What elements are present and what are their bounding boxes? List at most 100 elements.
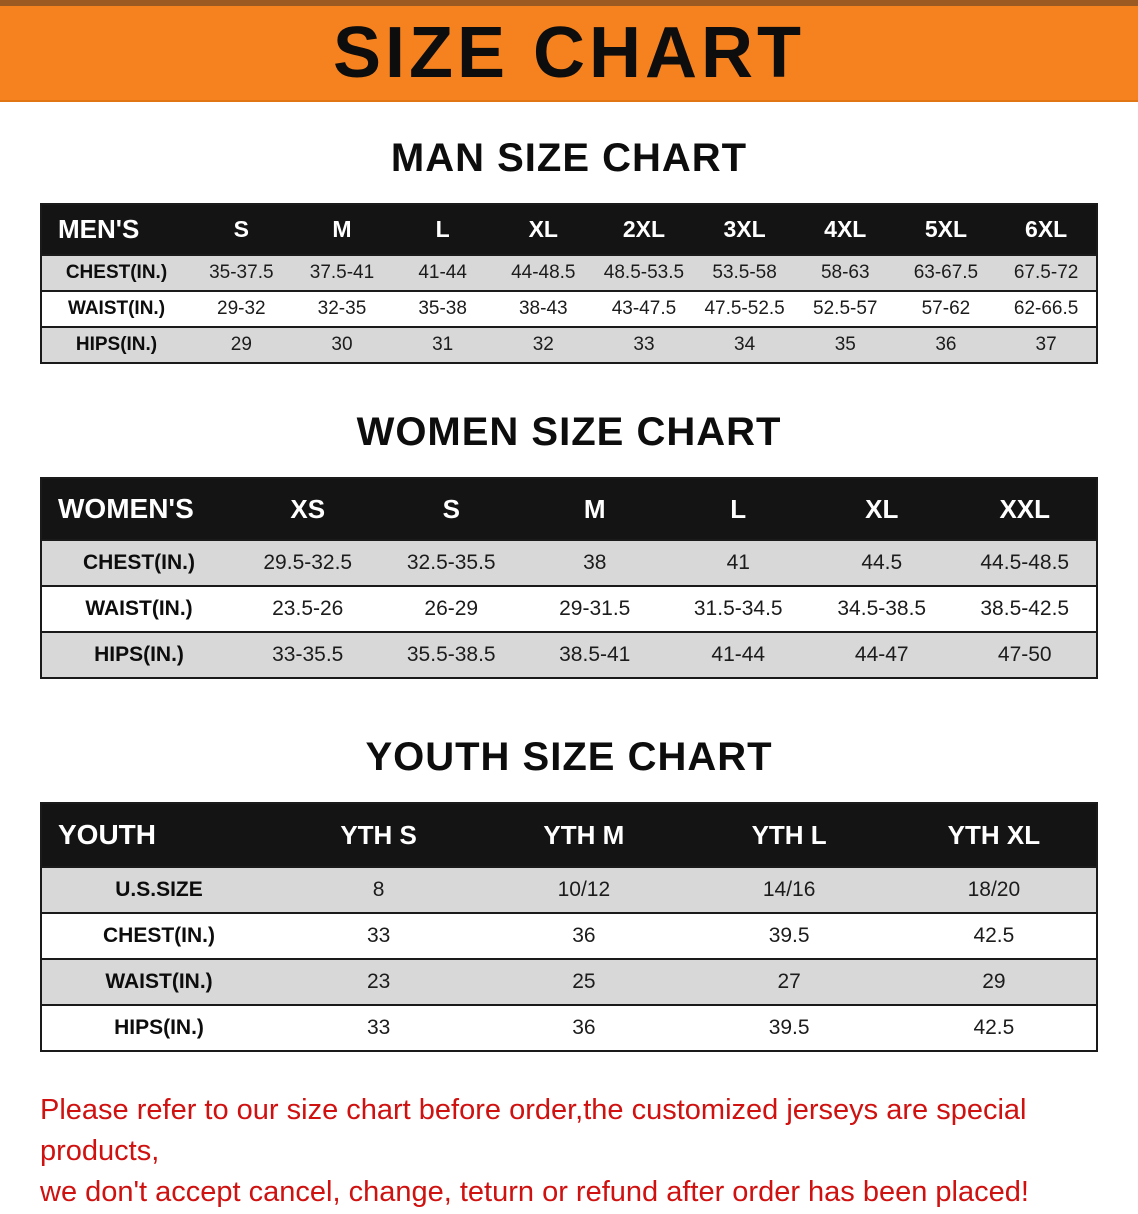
size-header-cell: XL: [810, 478, 954, 540]
value-cell: 10/12: [557, 878, 611, 901]
size-header-cell: YTH XL: [891, 803, 1097, 867]
size-header-cell: 2XL: [593, 204, 695, 255]
section-men: MAN SIZE CHART MEN'S S M L XL 2XL 3XL 4XL 5XL 6XL…: [0, 136, 1138, 364]
table-row: U.S.SIZE 8 10/12 14/16 18/20: [41, 867, 1097, 913]
value-cell: 53.5-58: [712, 262, 777, 283]
value-cell: 62-66.5: [1013, 298, 1079, 319]
value-cell: 41-44: [711, 643, 766, 666]
table-title-cell: YOUTH: [41, 803, 276, 867]
value-cell: 63-67.5: [913, 262, 979, 283]
table-row: CHEST(IN.) 29.5-32.5 32.5-35.5 38 41 44.5 44.5…: [41, 540, 1097, 586]
table-row: CHEST(IN.) 35-37.5 37.5-41 41-44 44-48.5 48.5…: [41, 255, 1097, 291]
row-label-cell: WAIST(IN.): [85, 597, 193, 620]
value-cell: 38.5-41: [559, 643, 631, 666]
size-header-cell: XXL: [953, 478, 1097, 540]
value-cell: 35-37.5: [209, 262, 274, 283]
value-cell: 44-48.5: [511, 262, 576, 283]
value-cell: 35: [834, 334, 856, 355]
value-cell: 43-47.5: [611, 298, 677, 319]
value-cell: 29-31.5: [559, 597, 631, 620]
table-header-row: WOMEN'S XS S M L XL XXL: [41, 478, 1097, 540]
value-cell: 34.5-38.5: [837, 597, 927, 620]
size-header-cell: XS: [236, 478, 380, 540]
value-cell: 33: [366, 1016, 391, 1039]
row-label-cell: WAIST(IN.): [67, 298, 166, 319]
page-title: SIZE CHART: [333, 13, 805, 93]
row-label-cell: U.S.SIZE: [115, 878, 203, 901]
row-label-cell: CHEST(IN.): [83, 551, 195, 574]
value-cell: 67.5-72: [1013, 262, 1079, 283]
value-cell: 29-32: [217, 298, 266, 319]
disclaimer-note: Please refer to our size chart before or…: [40, 1090, 1108, 1214]
size-header-cell: M: [291, 204, 393, 255]
value-cell: 36: [935, 334, 957, 355]
value-cell: 58-63: [820, 262, 870, 283]
disclaimer-line-1: Please refer to our size chart before or…: [40, 1094, 1027, 1168]
value-cell: 39.5: [768, 1016, 810, 1039]
size-header-cell: 3XL: [694, 204, 795, 255]
table-row: HIPS(IN.) 33-35.5 35.5-38.5 38.5-41 41-44 44-…: [41, 632, 1097, 678]
table-title-cell: WOMEN'S: [41, 478, 236, 540]
size-header-cell: S: [191, 204, 292, 255]
table-row: WAIST(IN.) 29-32 32-35 35-38 38-43 43-47.5 47.…: [41, 291, 1097, 327]
value-cell: 33: [366, 924, 391, 947]
row-label-cell: HIPS(IN.): [94, 643, 184, 666]
value-cell: 33: [633, 334, 655, 355]
size-header-cell: YTH M: [481, 803, 687, 867]
value-cell: 8: [372, 878, 385, 901]
table-row: CHEST(IN.) 33 36 39.5 42.5: [41, 913, 1097, 959]
value-cell: 48.5-53.5: [603, 262, 685, 283]
value-cell: 32-35: [317, 298, 367, 319]
value-cell: 38: [583, 551, 607, 574]
row-label-cell: CHEST(IN.): [103, 924, 215, 947]
value-cell: 25: [572, 970, 596, 993]
men-size-table: MEN'S S M L XL 2XL 3XL 4XL 5XL 6XL CHEST(IN.) 35-37…: [40, 203, 1098, 364]
value-cell: 35.5-38.5: [406, 643, 496, 666]
value-cell: 26-29: [424, 597, 479, 620]
value-cell: 23: [366, 970, 391, 993]
size-header-cell: 5XL: [895, 204, 997, 255]
men-section-heading: MAN SIZE CHART: [390, 136, 748, 180]
value-cell: 37.5-41: [309, 262, 375, 283]
value-cell: 31: [432, 334, 454, 355]
value-cell: 39.5: [768, 924, 810, 947]
value-cell: 35-38: [418, 298, 467, 319]
value-cell: 36: [572, 1016, 596, 1039]
size-header-cell: M: [523, 478, 667, 540]
value-cell: 27: [777, 970, 801, 993]
size-header-cell: L: [392, 204, 493, 255]
table-row: HIPS(IN.) 33 36 39.5 42.5: [41, 1005, 1097, 1051]
value-cell: 42.5: [973, 1016, 1015, 1039]
value-cell: 32.5-35.5: [406, 551, 496, 574]
value-cell: 47-50: [997, 643, 1052, 666]
value-cell: 44.5: [861, 551, 903, 574]
value-cell: 42.5: [973, 924, 1015, 947]
value-cell: 38.5-42.5: [980, 597, 1070, 620]
value-cell: 32: [532, 334, 554, 355]
value-cell: 29: [230, 334, 252, 355]
value-cell: 29.5-32.5: [263, 551, 353, 574]
value-cell: 30: [331, 334, 353, 355]
value-cell: 34: [734, 334, 756, 355]
row-label-cell: CHEST(IN.): [65, 262, 168, 283]
table-row: WAIST(IN.) 23 25 27 29: [41, 959, 1097, 1005]
value-cell: 36: [572, 924, 596, 947]
table-row: HIPS(IN.) 29 30 31 32 33 34 35 36 37: [41, 327, 1097, 363]
section-women: WOMEN SIZE CHART WOMEN'S XS S M L XL XXL CHEST(…: [0, 410, 1138, 679]
size-header-cell: YTH S: [276, 803, 482, 867]
value-cell: 37: [1035, 334, 1057, 355]
value-cell: 52.5-57: [813, 298, 878, 319]
size-header-cell: 6XL: [996, 204, 1097, 255]
size-header-cell: 4XL: [794, 204, 896, 255]
size-header-cell: XL: [492, 204, 594, 255]
value-cell: 23.5-26: [272, 597, 344, 620]
row-label-cell: WAIST(IN.): [105, 970, 213, 993]
value-cell: 38-43: [518, 298, 568, 319]
table-row: WAIST(IN.) 23.5-26 26-29 29-31.5 31.5-34.5 34…: [41, 586, 1097, 632]
value-cell: 14/16: [762, 878, 816, 901]
value-cell: 57-62: [921, 298, 971, 319]
table-header-row: YOUTH YTH S YTH M YTH L YTH XL: [41, 803, 1097, 867]
value-cell: 18/20: [967, 878, 1021, 901]
value-cell: 44.5-48.5: [980, 551, 1070, 574]
